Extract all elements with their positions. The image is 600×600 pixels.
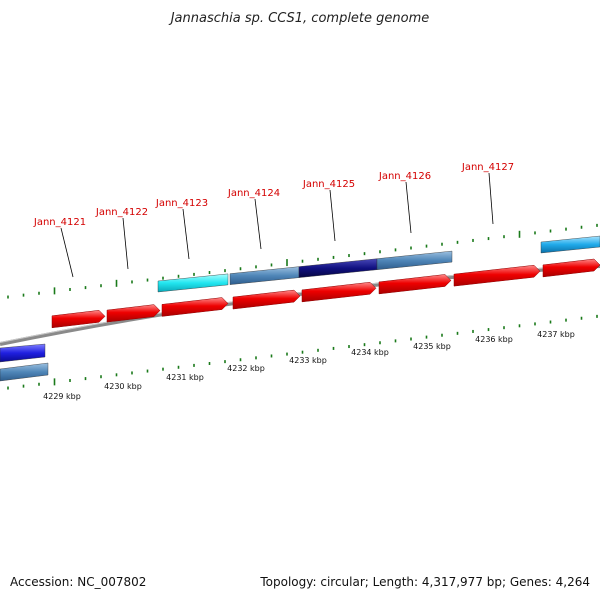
scale-label: 4231 kbp: [166, 373, 204, 382]
scale-label: 4229 kbp: [43, 392, 81, 401]
map-title: Jannaschia sp. CCS1, complete genome: [168, 11, 430, 26]
gene-label[interactable]: Jann_4124: [227, 188, 280, 199]
scale-label: 4237 kbp: [537, 330, 575, 339]
reverse-gene-navy[interactable]: [298, 258, 378, 278]
gene-label[interactable]: Jann_4121: [33, 217, 86, 228]
scale-label: 4230 kbp: [104, 382, 142, 391]
gene-leader-line: [60, 227, 74, 278]
reverse-gene-blue[interactable]: [0, 343, 46, 363]
topology-text: Topology: circular; Length: 4,317,977 bp…: [260, 575, 590, 589]
gene-label[interactable]: Jann_4122: [95, 207, 148, 218]
gene-leader-line: [329, 189, 336, 242]
gene-leader-line: [405, 181, 412, 234]
gene-label[interactable]: Jann_4127: [461, 162, 514, 173]
reverse-gene-steel[interactable]: [376, 250, 453, 270]
scale-label: 4234 kbp: [351, 348, 389, 357]
forward-gene-arrow[interactable]: [51, 310, 106, 329]
forward-gene-arrow[interactable]: [106, 304, 161, 323]
gene-leader-line: [488, 172, 494, 225]
accession-text: Accession: NC_007802: [10, 575, 147, 589]
gene-leader-line: [254, 198, 262, 250]
forward-gene-arrow[interactable]: [301, 281, 377, 303]
gene-label[interactable]: Jann_4123: [155, 198, 208, 209]
forward-gene-arrow[interactable]: [542, 258, 600, 278]
reverse-gene-sky[interactable]: [540, 235, 600, 254]
scale-label: 4232 kbp: [227, 364, 265, 373]
forward-gene-arrow[interactable]: [161, 297, 229, 317]
gene-leader-line: [182, 208, 190, 260]
forward-gene-arrow[interactable]: [453, 264, 541, 287]
scale-label: 4236 kbp: [475, 335, 513, 344]
forward-gene-arrow[interactable]: [378, 274, 452, 295]
reverse-gene-cyan[interactable]: [157, 273, 229, 293]
gene-label[interactable]: Jann_4126: [378, 171, 431, 182]
gene-leader-line: [122, 217, 129, 270]
scale-label: 4235 kbp: [413, 342, 451, 351]
reverse-gene-steel[interactable]: [0, 362, 49, 382]
gene-label[interactable]: Jann_4125: [302, 179, 355, 190]
scale-label: 4233 kbp: [289, 356, 327, 365]
forward-gene-arrow[interactable]: [232, 289, 301, 310]
